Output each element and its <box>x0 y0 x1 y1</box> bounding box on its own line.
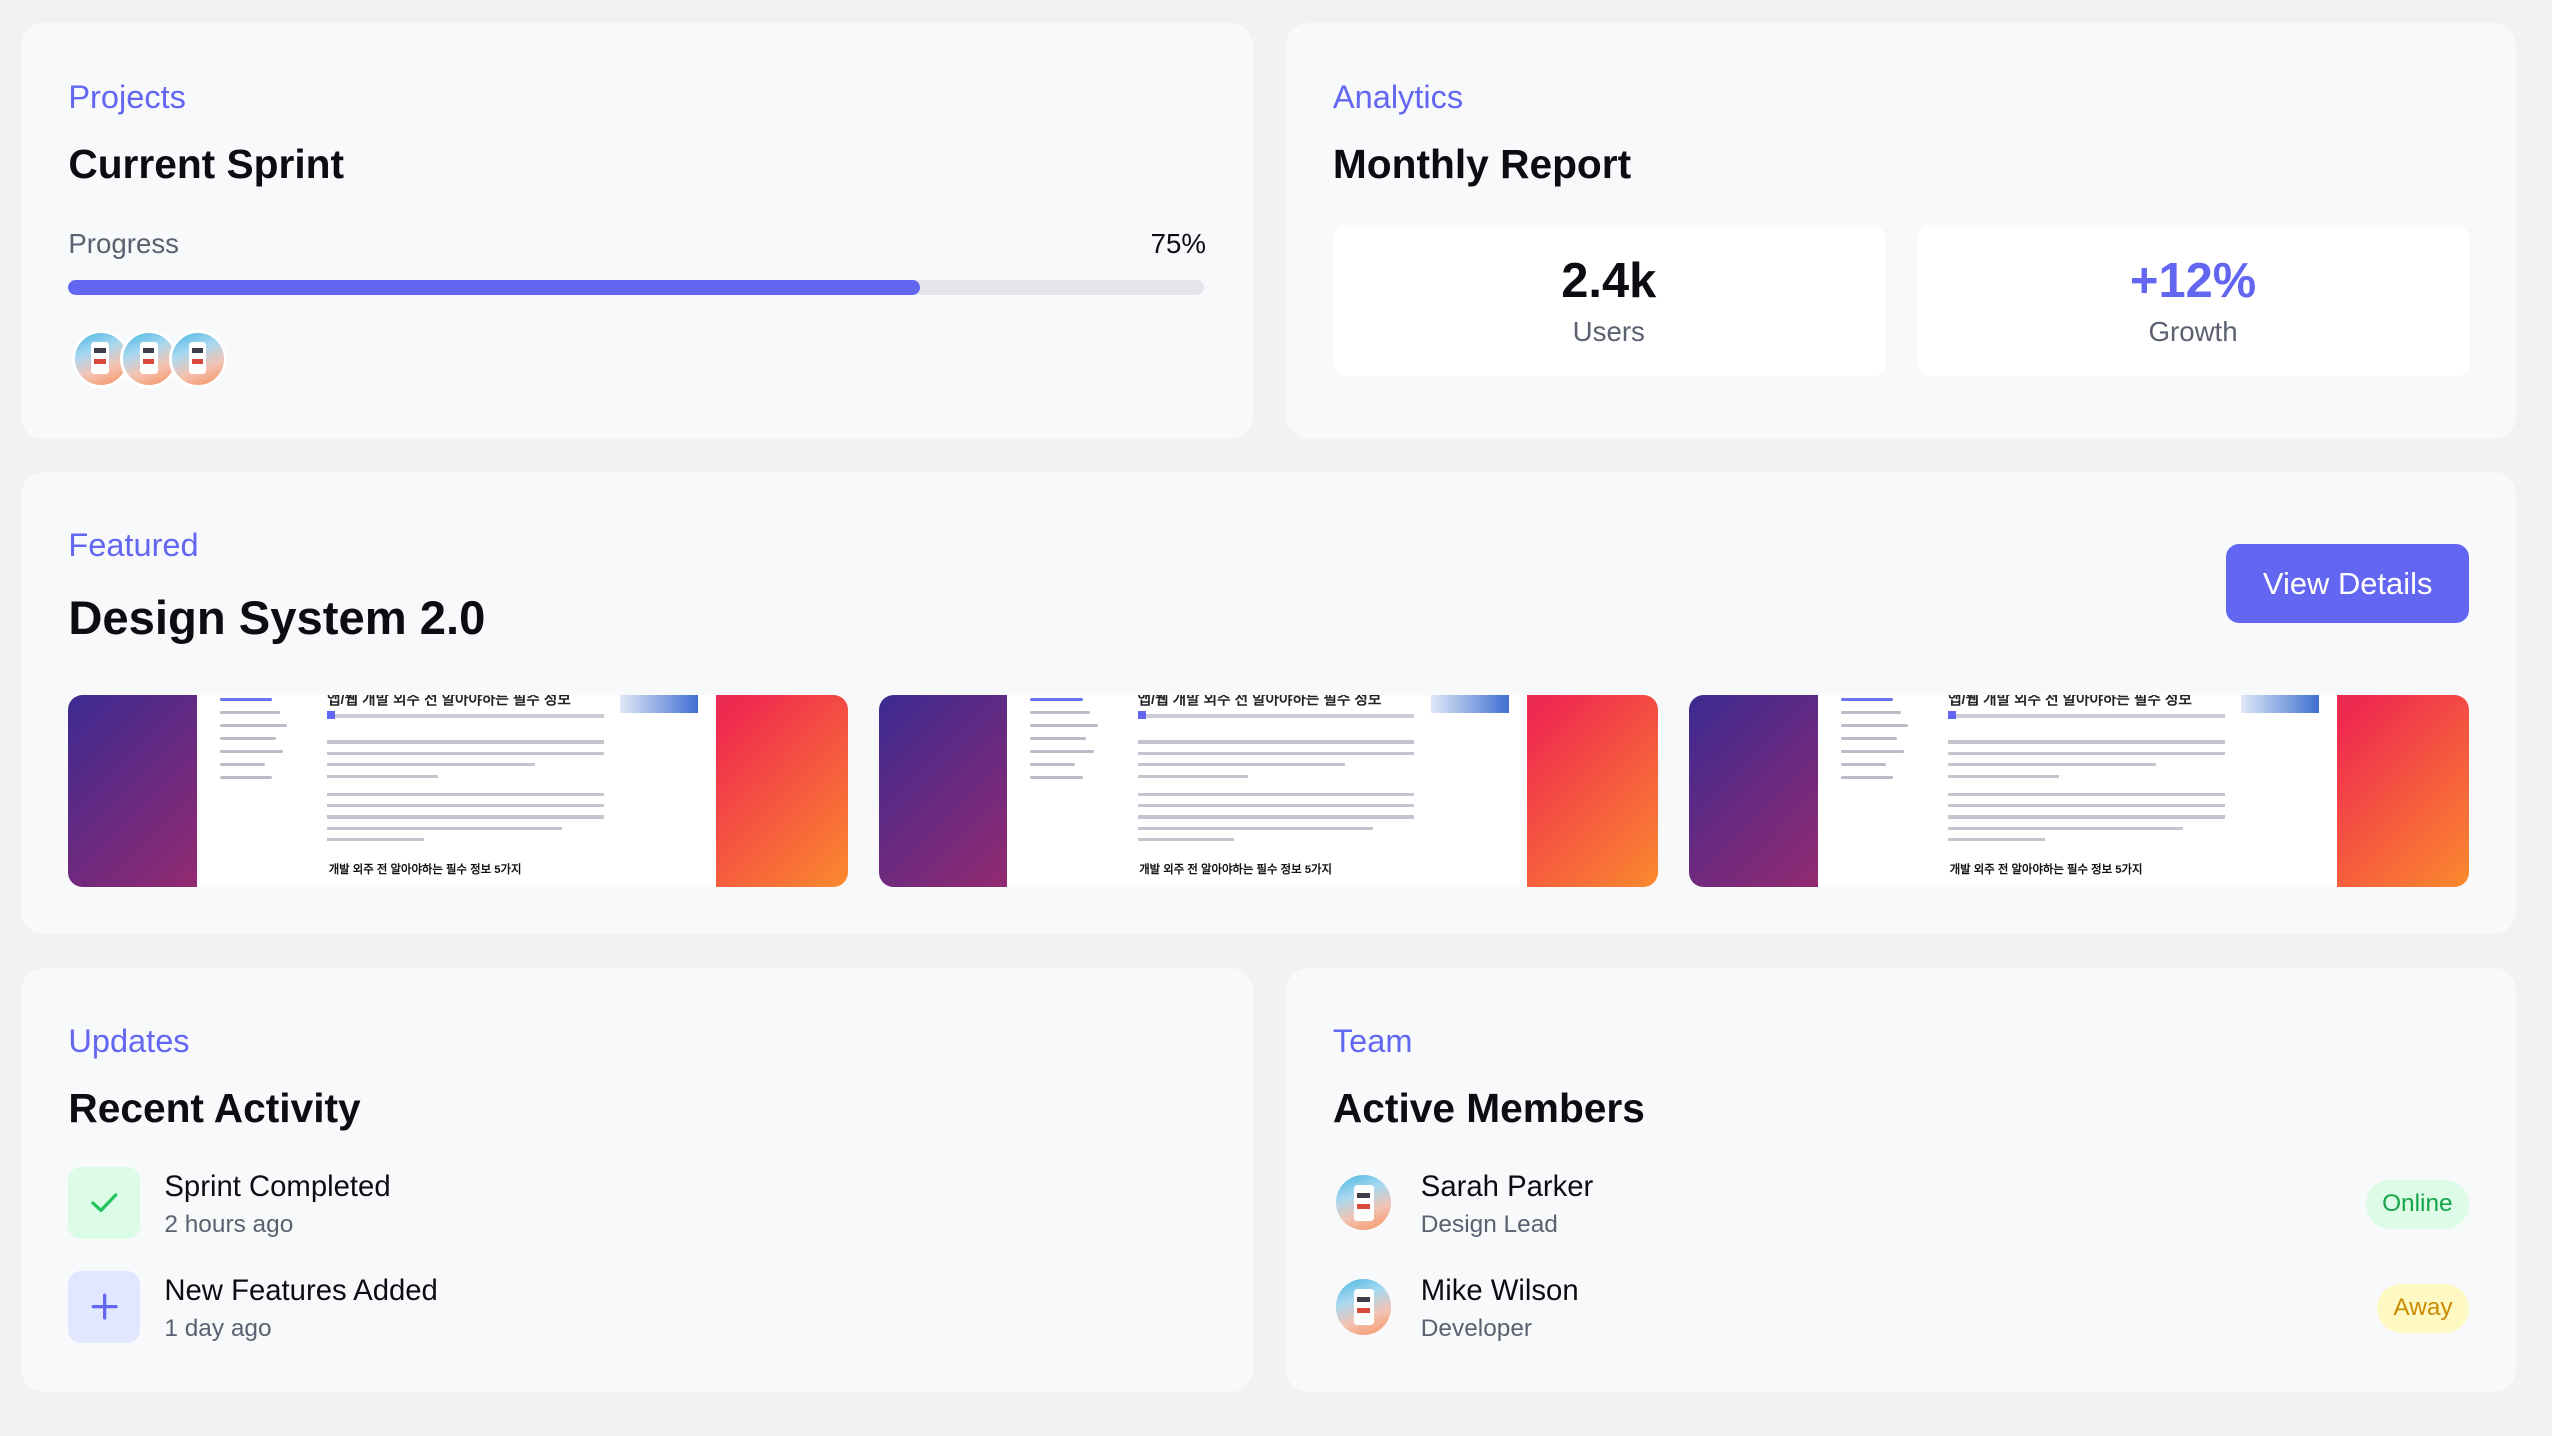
member-name[interactable]: Sarah Parker <box>1420 1170 1594 1204</box>
assignee-avatars <box>71 330 235 389</box>
analytics-eyebrow: Analytics <box>1332 79 1464 116</box>
member-role: Developer <box>1420 1315 1533 1343</box>
thumbnail-caption: 개발 외주 전 알아야하는 필수 정보 5가지 <box>1949 863 2143 876</box>
member-role: Design Lead <box>1420 1210 1558 1238</box>
featured-thumbnail[interactable]: 앱/웹 개발 외주 전 알아야하는 필수 정보 개발 외주 전 알아야하는 필수… <box>68 694 848 887</box>
growth-stat-label: Growth <box>2148 315 2238 347</box>
activity-title: Recent Activity <box>68 1084 361 1131</box>
plus-icon <box>68 1271 140 1343</box>
analytics-card: Analytics Monthly Report 2.4k Users +12%… <box>1285 22 2517 440</box>
thumbnail-caption: 개발 외주 전 알아야하는 필수 정보 5가지 <box>1139 863 1332 876</box>
featured-thumbnail[interactable]: 앱/웹 개발 외주 전 알아야하는 필수 정보 개발 외주 전 알아야하는 필수… <box>878 694 1659 887</box>
avatar[interactable] <box>71 330 130 389</box>
thumbnail-caption: 개발 외주 전 알아야하는 필수 정보 5가지 <box>328 863 522 876</box>
projects-card: Projects Current Sprint Progress 75% <box>21 22 1254 440</box>
activity-item-title: Sprint Completed <box>164 1170 391 1204</box>
featured-card: Featured Design System 2.0 View Details … <box>21 471 2517 935</box>
check-icon <box>68 1166 140 1239</box>
featured-eyebrow: Featured <box>68 526 199 563</box>
status-badge: Away <box>2377 1284 2469 1333</box>
team-eyebrow: Team <box>1332 1023 1413 1060</box>
avatar[interactable] <box>1336 1279 1392 1335</box>
progress-label: Progress <box>68 227 180 259</box>
status-badge: Online <box>2365 1179 2469 1229</box>
progress-bar <box>68 279 1205 295</box>
projects-eyebrow: Projects <box>68 79 186 116</box>
team-card: Team Active Members Sarah Parker Design … <box>1285 968 2517 1392</box>
member-name[interactable]: Mike Wilson <box>1420 1274 1579 1308</box>
avatar[interactable] <box>169 330 228 389</box>
growth-stat: +12% Growth <box>1917 224 2469 376</box>
users-stat-value: 2.4k <box>1561 254 1657 309</box>
sprint-title: Current Sprint <box>68 140 345 187</box>
progress-bar-fill <box>68 279 921 295</box>
activity-item-title: New Features Added <box>164 1274 438 1308</box>
report-title: Monthly Report <box>1332 140 1632 187</box>
updates-eyebrow: Updates <box>68 1023 190 1060</box>
users-stat: 2.4k Users <box>1332 224 1885 376</box>
featured-thumbnail[interactable]: 앱/웹 개발 외주 전 알아야하는 필수 정보 개발 외주 전 알아야하는 필수… <box>1689 694 2469 887</box>
members-title: Active Members <box>1332 1084 1645 1131</box>
progress-percent: 75% <box>1150 227 1206 259</box>
view-details-button[interactable]: View Details <box>2226 543 2469 624</box>
updates-card: Updates Recent Activity Sprint Completed… <box>21 968 1254 1392</box>
users-stat-label: Users <box>1572 315 1645 347</box>
avatar[interactable] <box>1336 1175 1392 1231</box>
activity-item-time: 2 hours ago <box>164 1210 294 1238</box>
growth-stat-value: +12% <box>2129 254 2257 309</box>
activity-item-time: 1 day ago <box>164 1315 272 1343</box>
featured-title: Design System 2.0 <box>68 591 486 645</box>
